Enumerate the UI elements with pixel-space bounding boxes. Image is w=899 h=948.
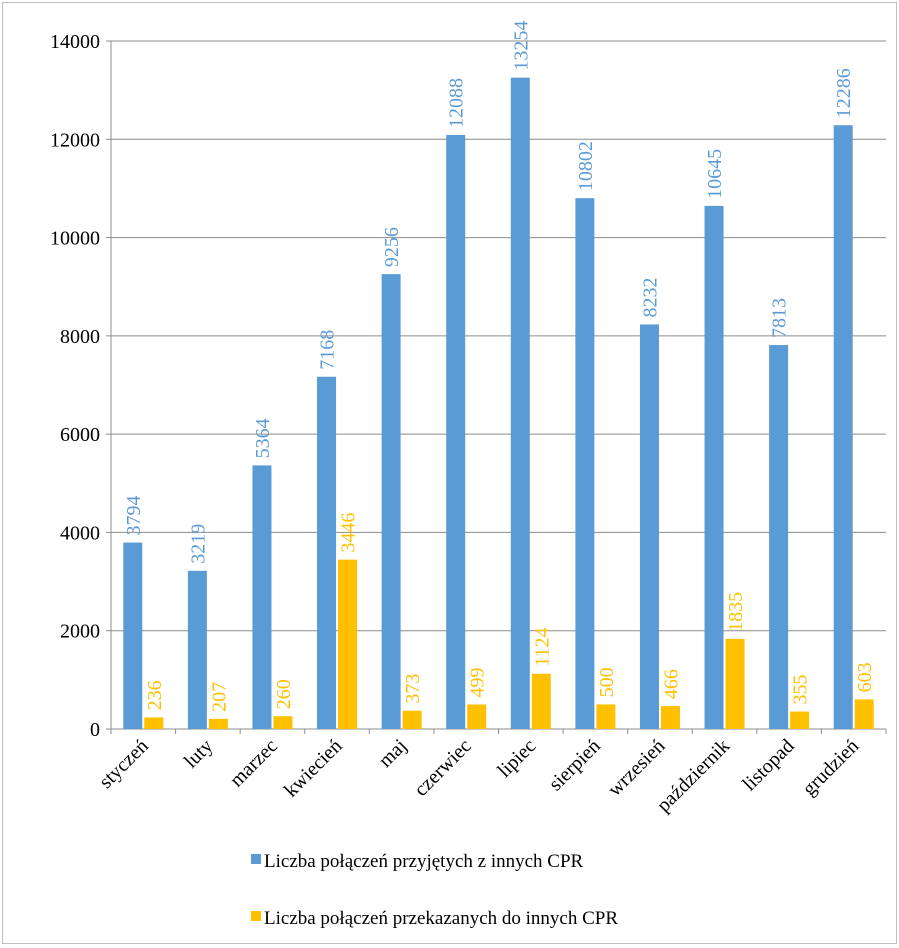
bar-forwarded bbox=[596, 704, 616, 729]
data-label-forwarded: 466 bbox=[660, 669, 682, 699]
bar-forwarded bbox=[531, 673, 551, 729]
data-label-received: 10802 bbox=[575, 141, 597, 191]
x-tick-label: luty bbox=[180, 735, 218, 773]
bar-forwarded bbox=[660, 706, 680, 729]
bar-received bbox=[381, 274, 401, 729]
x-tick-label: styczeń bbox=[95, 735, 153, 793]
bar-forwarded bbox=[273, 716, 293, 729]
x-tick-label: sierpień bbox=[545, 735, 605, 795]
data-label-forwarded: 373 bbox=[402, 674, 424, 704]
data-label-received: 12286 bbox=[833, 68, 855, 118]
x-tick-label: wrzesień bbox=[604, 735, 670, 801]
legend-swatch-received bbox=[251, 854, 261, 864]
legend-label-received: Liczba połączeń przyjętych z innych CPR bbox=[264, 851, 584, 872]
legend-swatch-forwarded bbox=[251, 911, 261, 921]
bar-forwarded bbox=[402, 710, 422, 729]
data-label-received: 8232 bbox=[639, 277, 661, 317]
legend: Liczba połączeń przyjętych z innych CPR … bbox=[251, 851, 618, 929]
data-label-forwarded: 499 bbox=[467, 667, 489, 697]
bar-received bbox=[769, 345, 789, 729]
bar-received bbox=[510, 77, 530, 729]
bar-chart: 0 2000 4000 6000 8000 10000 12000 14000 styczeń l… bbox=[50, 21, 887, 929]
bar-forwarded bbox=[467, 704, 487, 729]
bar-received bbox=[575, 198, 595, 729]
y-tick-label: 12000 bbox=[50, 129, 100, 151]
axes: 0 2000 4000 6000 8000 10000 12000 14000 styczeń l… bbox=[50, 31, 887, 816]
bar-forwarded bbox=[144, 717, 164, 729]
data-label-forwarded: 500 bbox=[596, 667, 618, 697]
bar-received bbox=[317, 376, 337, 729]
data-label-forwarded: 1835 bbox=[725, 592, 747, 632]
x-tick-label: listopad bbox=[738, 735, 798, 795]
bars bbox=[123, 77, 874, 730]
data-label-received: 12088 bbox=[446, 78, 468, 128]
x-tick-label: czerwiec bbox=[410, 735, 476, 801]
y-tick-label: 8000 bbox=[60, 326, 100, 348]
y-tick-label: 0 bbox=[90, 719, 100, 741]
bar-received bbox=[252, 465, 272, 729]
data-label-forwarded: 236 bbox=[144, 680, 166, 710]
data-label-received: 13254 bbox=[510, 21, 532, 71]
y-tick-label: 2000 bbox=[60, 621, 100, 643]
bar-received bbox=[446, 134, 466, 730]
data-label-received: 5364 bbox=[252, 418, 274, 458]
bar-forwarded bbox=[208, 718, 228, 729]
bar-forwarded bbox=[790, 711, 810, 729]
y-tick-label: 14000 bbox=[50, 31, 100, 53]
bar-forwarded bbox=[725, 638, 745, 729]
y-tick-label: 10000 bbox=[50, 228, 100, 250]
data-label-received: 3219 bbox=[187, 524, 209, 564]
bar-received bbox=[833, 125, 853, 730]
data-label-forwarded: 3446 bbox=[338, 513, 360, 553]
gridlines bbox=[111, 40, 886, 632]
data-label-forwarded: 207 bbox=[208, 682, 230, 712]
x-tick-label: lipiec bbox=[493, 735, 540, 782]
bar-received bbox=[639, 324, 659, 729]
x-tick-label: kwiecień bbox=[280, 735, 347, 802]
data-label-received: 10645 bbox=[704, 149, 726, 199]
bar-received bbox=[187, 570, 207, 729]
data-label-forwarded: 1124 bbox=[531, 627, 553, 666]
data-labels: 3794 236 3219 207 5364 260 7168 3446 9256 373 1208… bbox=[123, 21, 876, 712]
bar-forwarded bbox=[338, 559, 358, 729]
data-label-received: 9256 bbox=[381, 227, 403, 267]
y-tick-label: 4000 bbox=[60, 522, 100, 544]
bar-forwarded bbox=[854, 699, 874, 729]
x-tick-label: grudzień bbox=[798, 735, 863, 800]
y-tick-label: 6000 bbox=[60, 424, 100, 446]
x-tick-label: maj bbox=[374, 735, 411, 772]
legend-label-forwarded: Liczba połączeń przekazanych do innych C… bbox=[264, 908, 618, 929]
data-label-received: 7813 bbox=[769, 298, 791, 338]
data-label-forwarded: 260 bbox=[273, 679, 295, 709]
x-tick-label: marzec bbox=[226, 735, 282, 791]
data-label-forwarded: 603 bbox=[854, 662, 876, 692]
data-label-received: 3794 bbox=[123, 496, 145, 536]
data-label-received: 7168 bbox=[317, 330, 339, 370]
data-label-forwarded: 355 bbox=[790, 675, 812, 705]
bar-received bbox=[704, 205, 724, 730]
bar-received bbox=[123, 542, 143, 729]
